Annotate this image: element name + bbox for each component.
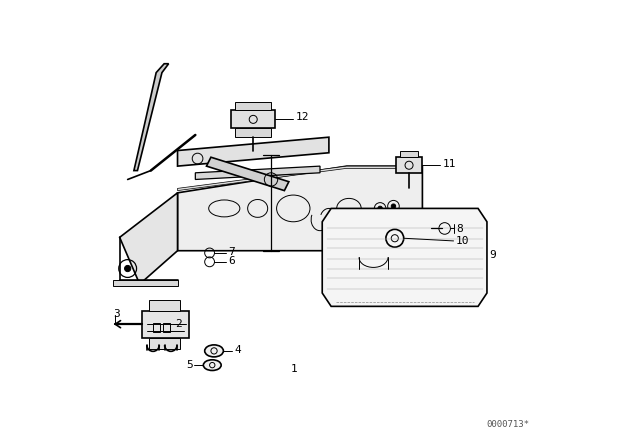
Text: 7: 7: [228, 246, 235, 257]
Polygon shape: [177, 166, 422, 190]
Polygon shape: [177, 166, 422, 251]
Polygon shape: [396, 157, 422, 173]
Text: 1: 1: [291, 364, 298, 374]
Polygon shape: [148, 300, 180, 311]
Polygon shape: [236, 102, 271, 111]
Text: 5: 5: [186, 360, 193, 370]
Text: 4: 4: [234, 345, 241, 355]
Ellipse shape: [204, 360, 221, 370]
Text: 11: 11: [442, 159, 456, 169]
Circle shape: [378, 206, 382, 211]
Polygon shape: [177, 137, 329, 166]
Polygon shape: [195, 166, 320, 180]
Polygon shape: [120, 193, 177, 284]
Polygon shape: [231, 111, 275, 128]
Circle shape: [125, 265, 131, 271]
Ellipse shape: [205, 345, 223, 357]
Text: 0000713*: 0000713*: [486, 420, 529, 429]
Text: 2: 2: [175, 319, 182, 329]
Polygon shape: [207, 157, 289, 190]
Polygon shape: [148, 337, 180, 349]
Circle shape: [391, 204, 396, 208]
Polygon shape: [113, 280, 177, 286]
Polygon shape: [134, 64, 168, 171]
Polygon shape: [236, 128, 271, 137]
Text: 6: 6: [228, 255, 235, 266]
Text: 3: 3: [113, 309, 120, 319]
Text: 8: 8: [456, 224, 463, 234]
Text: 9: 9: [489, 250, 496, 260]
Polygon shape: [322, 208, 487, 306]
Text: 12: 12: [296, 112, 309, 122]
Text: 10: 10: [456, 236, 469, 246]
Polygon shape: [142, 311, 189, 337]
Polygon shape: [400, 151, 418, 157]
